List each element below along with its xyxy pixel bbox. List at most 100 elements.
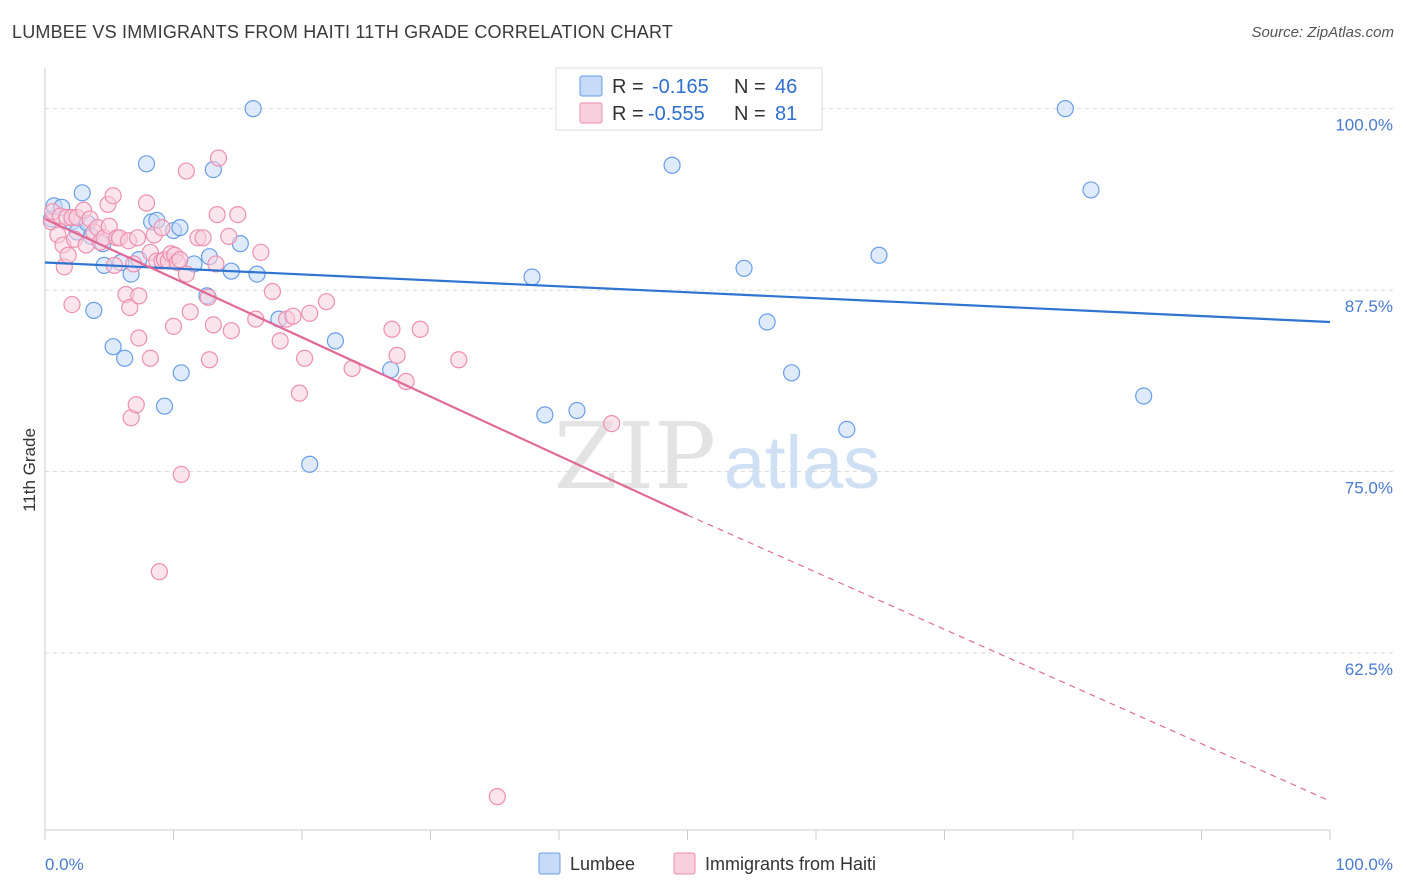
lumbee-point-22 xyxy=(172,364,190,382)
data-points xyxy=(42,100,1153,806)
haiti-point-61 xyxy=(220,227,238,245)
legend-r-label-lumbee: R = xyxy=(612,76,644,98)
legend-r-value-lumbee: -0.165 xyxy=(652,76,709,98)
lumbee-point-36 xyxy=(536,406,554,424)
haiti-point-54 xyxy=(194,229,212,247)
lumbee-point-44 xyxy=(1056,100,1074,118)
haiti-point-75 xyxy=(383,320,401,338)
y-tick-labels: 100.0% 87.5% 75.0% 62.5% xyxy=(1335,116,1393,679)
chart-source: Source: ZipAtlas.com xyxy=(1251,24,1394,41)
haiti-trend-line-extension xyxy=(687,514,1331,802)
haiti-point-79 xyxy=(450,351,468,369)
lumbee-point-38 xyxy=(663,156,681,174)
watermark-zip: ZIP xyxy=(554,403,716,510)
lumbee-trend-line xyxy=(44,261,1331,324)
haiti-point-32 xyxy=(130,287,148,305)
haiti-point-60 xyxy=(209,149,228,167)
watermark-atlas: atlas xyxy=(724,421,880,504)
haiti-point-72 xyxy=(301,304,319,322)
legend-n-label-haiti: N = xyxy=(734,103,766,125)
haiti-point-66 xyxy=(263,282,282,301)
lumbee-point-41 xyxy=(782,364,801,382)
lumbee-point-43 xyxy=(870,246,888,264)
haiti-point-57 xyxy=(204,316,222,334)
legend-swatch-haiti xyxy=(579,102,603,124)
lumbee-point-40 xyxy=(758,313,776,331)
lumbee-point-32 xyxy=(301,455,319,473)
haiti-point-33 xyxy=(130,329,148,347)
series-legend-swatch-lumbee xyxy=(538,852,561,875)
x-tick-label-max: 100.0% xyxy=(1335,855,1393,874)
legend-n-value-haiti: 81 xyxy=(775,103,797,125)
haiti-point-65 xyxy=(252,243,270,261)
lumbee-point-19 xyxy=(155,397,174,415)
haiti-point-69 xyxy=(284,307,302,325)
haiti-point-21 xyxy=(104,187,122,205)
haiti-point-81 xyxy=(603,415,621,433)
legend-swatch-lumbee xyxy=(579,75,603,97)
lumbee-point-42 xyxy=(838,420,856,439)
series-legend-label-haiti: Immigrants from Haiti xyxy=(705,854,876,874)
gridlines xyxy=(45,108,1393,654)
haiti-point-76 xyxy=(388,346,406,364)
haiti-point-52 xyxy=(181,303,199,321)
haiti-point-49 xyxy=(172,465,190,483)
lumbee-point-45 xyxy=(1082,181,1100,199)
watermark: ZIP atlas xyxy=(554,403,880,510)
lumbee-point-13 xyxy=(116,349,134,367)
haiti-point-27 xyxy=(121,298,139,317)
series-legend-swatch-haiti xyxy=(673,852,696,875)
lumbee-point-30 xyxy=(248,265,266,283)
lumbee-point-16 xyxy=(137,155,156,173)
x-tick-label-min: 0.0% xyxy=(45,855,84,874)
haiti-point-9 xyxy=(63,295,81,314)
haiti-point-7 xyxy=(59,246,77,264)
haiti-point-48 xyxy=(171,250,189,269)
haiti-point-45 xyxy=(164,317,183,335)
y-tick-label-0: 100.0% xyxy=(1335,116,1393,135)
trend-lines xyxy=(44,217,1331,802)
lumbee-point-33 xyxy=(326,332,345,350)
haiti-trend-line xyxy=(44,217,688,517)
lumbee-point-46 xyxy=(1135,387,1153,405)
series-legend-label-lumbee: Lumbee xyxy=(570,854,635,874)
chart-title: LUMBEE VS IMMIGRANTS FROM HAITI 11TH GRA… xyxy=(12,22,674,42)
y-tick-label-3: 62.5% xyxy=(1345,660,1393,679)
haiti-point-39 xyxy=(150,563,168,581)
haiti-point-80 xyxy=(488,788,506,806)
haiti-point-62 xyxy=(222,322,240,340)
haiti-point-73 xyxy=(317,293,336,311)
lumbee-point-35 xyxy=(523,268,541,286)
x-tick-labels: 0.0% 100.0% xyxy=(45,855,1393,874)
x-ticks xyxy=(44,830,1331,840)
y-tick-label-1: 87.5% xyxy=(1345,297,1393,316)
lumbee-point-29 xyxy=(244,100,262,118)
haiti-point-51 xyxy=(177,162,195,180)
lumbee-point-11 xyxy=(104,338,122,356)
haiti-point-36 xyxy=(141,349,159,367)
haiti-point-56 xyxy=(200,351,219,369)
y-tick-label-2: 75.0% xyxy=(1345,478,1393,497)
haiti-point-31 xyxy=(128,229,147,247)
haiti-point-58 xyxy=(207,255,225,273)
series-legend: Lumbee Immigrants from Haiti xyxy=(538,852,876,875)
haiti-point-71 xyxy=(295,349,314,367)
haiti-point-59 xyxy=(208,205,226,224)
lumbee-point-37 xyxy=(568,401,586,420)
haiti-point-67 xyxy=(271,332,289,350)
legend-n-label-lumbee: N = xyxy=(734,76,766,98)
haiti-point-30 xyxy=(127,396,145,414)
haiti-point-78 xyxy=(411,320,429,338)
legend-n-value-lumbee: 46 xyxy=(775,76,797,98)
haiti-point-70 xyxy=(290,384,309,402)
haiti-point-63 xyxy=(229,205,247,224)
lumbee-point-5 xyxy=(73,184,91,202)
stats-legend: R = -0.165 N = 46 R = -0.555 N = 81 xyxy=(555,67,823,131)
lumbee-point-8 xyxy=(85,301,103,319)
legend-r-label-haiti: R = xyxy=(612,103,644,125)
haiti-point-34 xyxy=(137,194,156,212)
haiti-point-40 xyxy=(153,219,171,237)
lumbee-point-21 xyxy=(171,219,189,237)
legend-r-value-haiti: -0.555 xyxy=(648,103,705,125)
